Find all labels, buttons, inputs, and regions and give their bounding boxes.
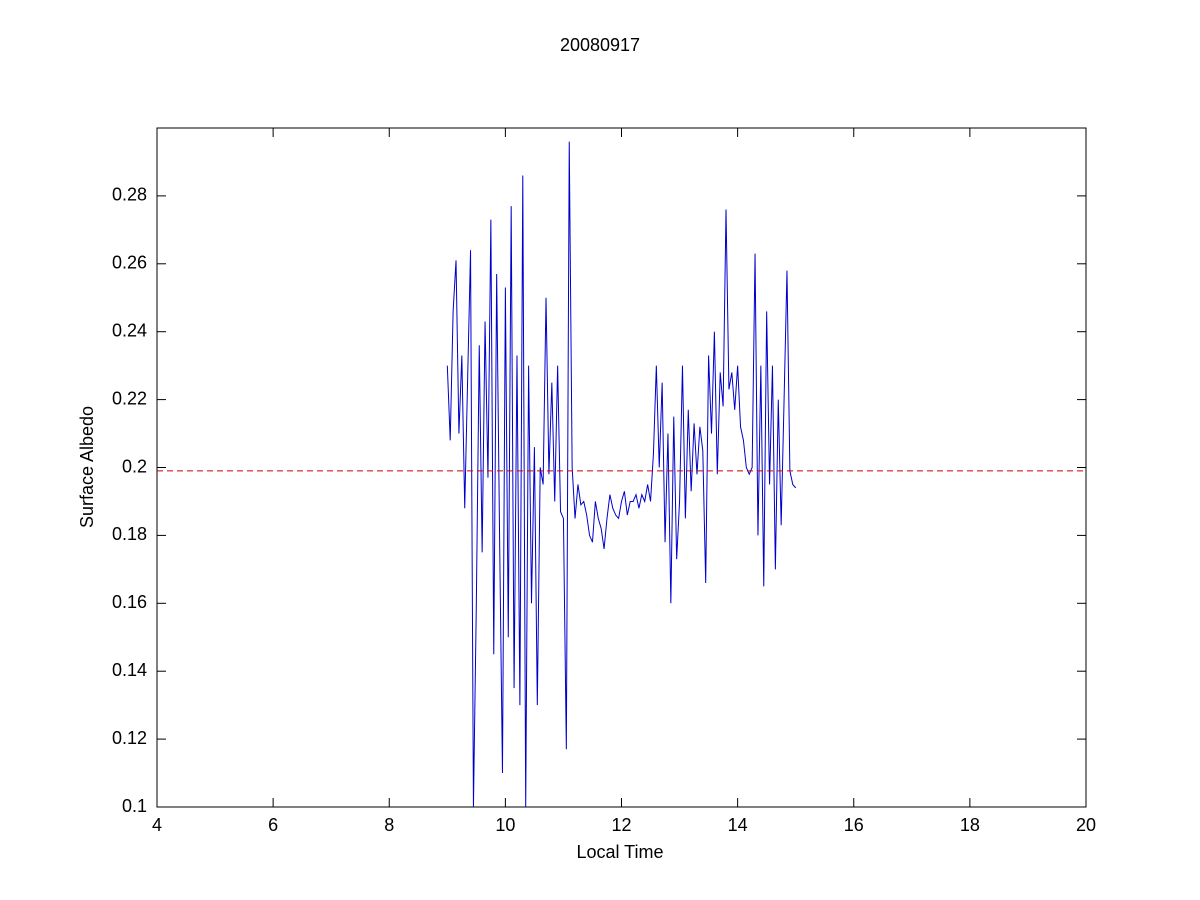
y-tick-label: 0.18	[112, 524, 147, 544]
x-tick-label: 4	[152, 815, 162, 835]
y-tick-label: 0.24	[112, 320, 147, 340]
y-tick-label: 0.16	[112, 592, 147, 612]
x-axis-label: Local Time	[576, 842, 663, 862]
y-tick-label: 0.26	[112, 253, 147, 273]
x-tick-label: 16	[844, 815, 864, 835]
y-tick-label: 0.14	[112, 660, 147, 680]
plot-frame	[156, 127, 1087, 808]
y-tick-label: 0.22	[112, 388, 147, 408]
x-tick-label: 10	[495, 815, 515, 835]
y-tick-label: 0.2	[122, 456, 147, 476]
x-tick-label: 20	[1076, 815, 1096, 835]
plot-area	[157, 141, 1086, 807]
data-line	[446, 141, 797, 807]
y-tick-label: 0.1	[122, 796, 147, 816]
x-tick-label: 6	[268, 815, 278, 835]
x-tick-label: 12	[611, 815, 631, 835]
chart-title: 20080917	[560, 35, 640, 55]
y-axis-label: Surface Albedo	[77, 406, 97, 528]
y-tick-label: 0.28	[112, 185, 147, 205]
x-tick-label: 14	[728, 815, 748, 835]
x-tick-label: 18	[960, 815, 980, 835]
x-tick-label: 8	[384, 815, 394, 835]
y-tick-label: 0.12	[112, 728, 147, 748]
